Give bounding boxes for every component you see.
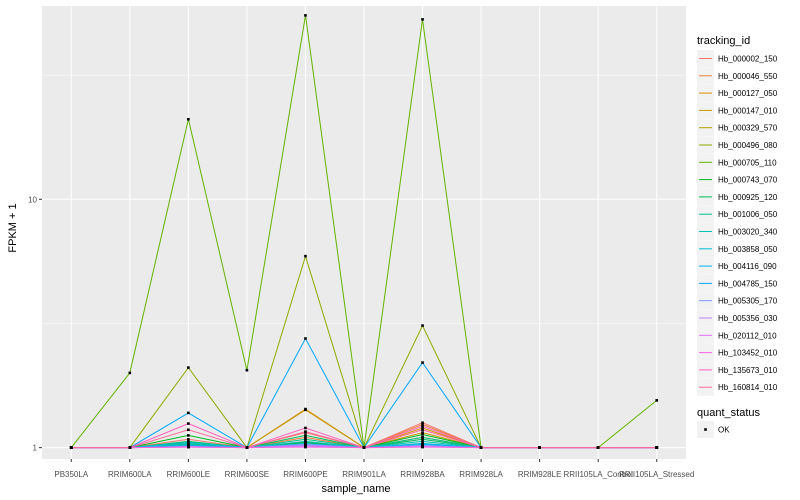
legend-label: Hb_005305_170 bbox=[718, 297, 778, 306]
data-point bbox=[245, 368, 249, 372]
legend-label: Hb_020112_010 bbox=[718, 331, 777, 340]
data-point bbox=[421, 361, 424, 364]
plot-panel bbox=[42, 6, 686, 459]
y-axis-ticks: 1 10 bbox=[28, 195, 42, 453]
data-point bbox=[304, 337, 307, 340]
data-point bbox=[421, 423, 424, 426]
data-point bbox=[128, 371, 132, 375]
legend-label: Hb_000127_050 bbox=[718, 89, 778, 98]
x-tick-label: RRIM600LA bbox=[108, 470, 152, 479]
x-tick-label: RRIM928BA bbox=[400, 470, 445, 479]
legend-label: Hb_000496_080 bbox=[718, 141, 778, 150]
data-point bbox=[187, 422, 190, 425]
x-axis-title: sample_name bbox=[321, 483, 390, 495]
data-point bbox=[69, 446, 73, 449]
legend-label: Hb_000147_010 bbox=[718, 106, 778, 115]
y-tick-label: 10 bbox=[28, 195, 37, 204]
data-points bbox=[69, 14, 659, 449]
legend-label: Hb_000743_070 bbox=[718, 176, 778, 185]
data-point bbox=[421, 440, 424, 443]
data-point bbox=[187, 445, 190, 449]
legend-title-quant-status: quant_status bbox=[697, 407, 760, 419]
x-tick-label: PB350LA bbox=[54, 470, 88, 479]
data-point bbox=[304, 254, 307, 258]
data-point bbox=[187, 411, 190, 415]
x-tick-label: RRIM928LA bbox=[459, 470, 503, 479]
data-point bbox=[421, 424, 424, 428]
data-point bbox=[304, 408, 307, 412]
legend-label: Hb_004116_090 bbox=[718, 262, 777, 271]
legend-label: Hb_001006_050 bbox=[718, 210, 778, 219]
data-point bbox=[304, 14, 307, 17]
x-tick-label: RRIM901LA bbox=[342, 470, 386, 479]
legend-label: Hb_000002_150 bbox=[718, 55, 778, 64]
data-point bbox=[187, 117, 190, 121]
legend-label: Hb_003020_340 bbox=[718, 228, 778, 237]
data-point bbox=[421, 18, 424, 21]
data-point bbox=[421, 433, 424, 436]
legend-label: Hb_000046_550 bbox=[718, 72, 778, 81]
legend-title-tracking-id: tracking_id bbox=[697, 35, 750, 47]
data-point bbox=[187, 366, 190, 369]
data-point bbox=[655, 399, 659, 402]
x-tick-label: RRII105LA_Control bbox=[563, 470, 633, 479]
legend-label: Hb_005356_030 bbox=[718, 314, 778, 323]
data-point bbox=[304, 436, 307, 439]
data-point bbox=[538, 446, 541, 449]
data-point bbox=[187, 438, 190, 441]
legend-label: Hb_000329_570 bbox=[718, 124, 778, 133]
legend: tracking_id quant_status Hb_000002_150 Hb… bbox=[697, 35, 778, 438]
data-point bbox=[421, 421, 424, 425]
y-tick-label: 1 bbox=[33, 444, 38, 453]
data-point bbox=[245, 446, 249, 449]
data-point bbox=[187, 441, 190, 444]
data-point bbox=[304, 426, 307, 430]
legend-label: OK bbox=[718, 426, 730, 435]
data-point bbox=[187, 434, 190, 437]
x-axis-ticks: PB350LA RRIM600LA RRIM600LE RRIM600SE RRIM60… bbox=[54, 459, 694, 479]
data-point bbox=[304, 434, 307, 437]
data-point bbox=[421, 445, 424, 449]
data-point bbox=[128, 446, 132, 449]
legend-label: Hb_160814_010 bbox=[718, 383, 778, 392]
data-point bbox=[304, 440, 307, 443]
x-tick-label: RRIM600SE bbox=[225, 470, 269, 479]
data-point bbox=[362, 446, 366, 449]
legend-key-point bbox=[704, 428, 707, 431]
x-tick-label: RRIM928LE bbox=[518, 470, 562, 479]
data-point bbox=[421, 438, 424, 441]
data-point bbox=[655, 446, 659, 449]
legend-label: Hb_003858_050 bbox=[718, 245, 778, 254]
legend-label: Hb_135673_010 bbox=[718, 366, 778, 375]
data-point bbox=[421, 426, 424, 430]
data-point bbox=[304, 445, 307, 449]
x-tick-label: RRII105LA_Stressed bbox=[619, 470, 694, 479]
data-point bbox=[421, 431, 424, 434]
data-point bbox=[596, 446, 600, 449]
data-point bbox=[304, 438, 307, 441]
legend-label: Hb_103452_010 bbox=[718, 349, 778, 358]
data-point bbox=[187, 428, 190, 432]
legend-label: Hb_000925_120 bbox=[718, 193, 778, 202]
data-point bbox=[479, 446, 483, 449]
data-point bbox=[421, 324, 424, 327]
data-point bbox=[421, 436, 424, 439]
x-tick-label: RRIM600LE bbox=[167, 470, 211, 479]
legend-label: Hb_000705_110 bbox=[718, 158, 777, 167]
data-point bbox=[421, 428, 424, 432]
x-tick-label: RRIM600PE bbox=[283, 470, 327, 479]
legend-label: Hb_004785_150 bbox=[718, 279, 778, 288]
data-point bbox=[304, 430, 307, 433]
y-axis-title: FPKM + 1 bbox=[7, 203, 19, 252]
